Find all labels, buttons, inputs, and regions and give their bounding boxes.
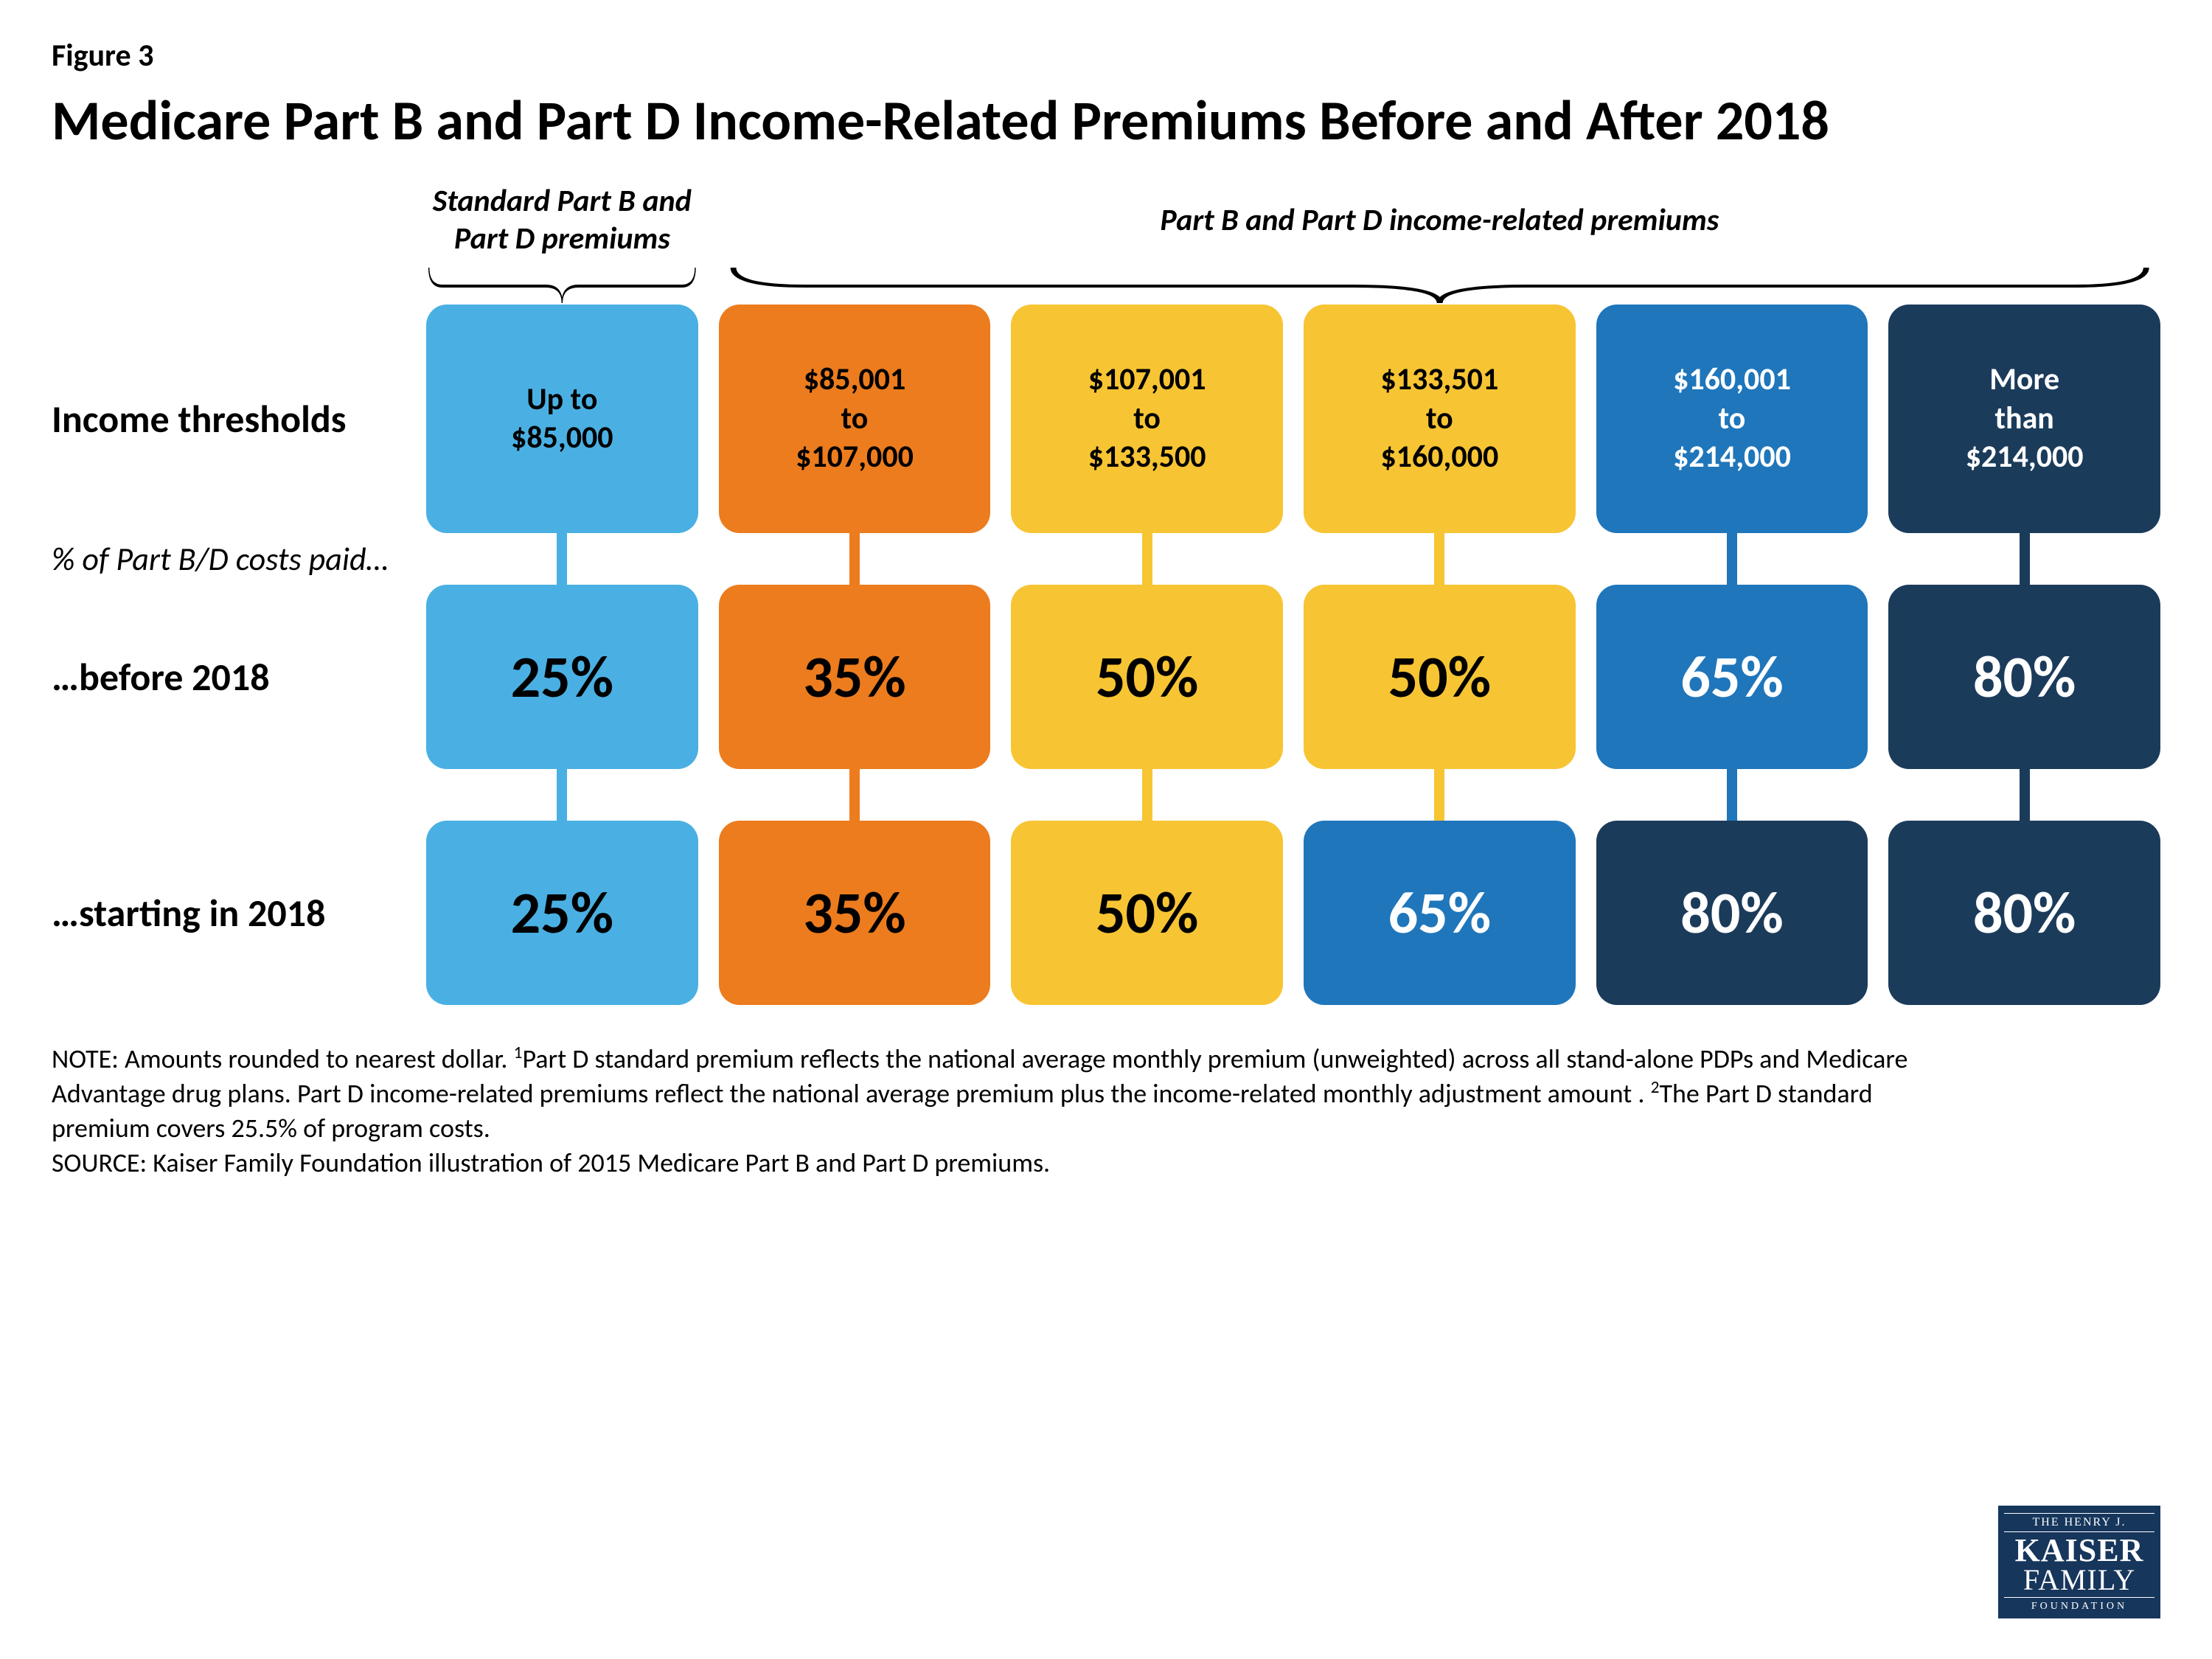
logo-top: THE HENRY J. [2004,1513,2154,1532]
connector-wrap [1888,769,2160,821]
connector [1727,533,1737,585]
before-2018-value: 65% [1596,585,1868,769]
connector-wrap [426,533,698,585]
row-label-starting: …starting in 2018 [52,891,406,934]
connector [2020,769,2030,821]
income-threshold-box: $160,001to$214,000 [1596,305,1868,533]
connector-wrap [1304,769,1576,821]
footnote: NOTE: Amounts rounded to nearest dollar.… [52,1042,1932,1180]
row-label-before: …before 2018 [52,655,406,698]
income-threshold-box: Up to$85,000 [426,305,698,533]
connector [1727,769,1737,821]
connector-wrap [719,769,991,821]
income-threshold-box: $133,501to$160,000 [1304,305,1576,533]
starting-2018-value: 35% [719,821,991,1005]
row-label-thresholds: Income thresholds [52,397,406,440]
starting-2018-value: 80% [1888,821,2160,1005]
before-2018-value: 50% [1011,585,1283,769]
income-threshold-box: $85,001to$107,000 [719,305,991,533]
bracket-income-label: Part B and Part D income-related premium… [719,202,2160,242]
connector [1434,533,1444,585]
starting-2018-value: 50% [1011,821,1283,1005]
connector [557,769,567,821]
bracket-brace [426,260,698,305]
connector-wrap [1011,533,1283,585]
figure-label: Figure 3 [52,37,2160,74]
connector [849,533,860,585]
connector-wrap [426,769,698,821]
before-2018-value: 50% [1304,585,1576,769]
logo-line2: FAMILY [2004,1566,2154,1594]
connector [1434,769,1444,821]
premium-grid: Standard Part B and Part D premiums Part … [52,183,2160,1005]
logo-line1: KAISER [2004,1535,2154,1566]
logo-bottom: FOUNDATION [2004,1597,2154,1613]
bracket-standard-label: Standard Part B and Part D premiums [426,183,698,260]
before-2018-value: 25% [426,585,698,769]
connector [849,769,860,821]
connector-wrap [1596,769,1868,821]
connector-wrap [1304,533,1576,585]
starting-2018-value: 65% [1304,821,1576,1005]
connector [557,533,567,585]
connector-wrap [1596,533,1868,585]
row-label-costs-intro: % of Part B/D costs paid… [52,540,406,578]
starting-2018-value: 25% [426,821,698,1005]
connector-wrap [719,533,991,585]
income-threshold-box: $107,001to$133,500 [1011,305,1283,533]
before-2018-value: 35% [719,585,991,769]
connector [2020,533,2030,585]
before-2018-value: 80% [1888,585,2160,769]
starting-2018-value: 80% [1596,821,1868,1005]
connector [1142,769,1152,821]
main-title: Medicare Part B and Part D Income-Relate… [52,89,2160,153]
connector [1142,533,1152,585]
connector-wrap [1888,533,2160,585]
income-threshold-box: Morethan$214,000 [1888,305,2160,533]
connector-wrap [1011,769,1283,821]
kff-logo: THE HENRY J. KAISER FAMILY FOUNDATION [1998,1506,2160,1618]
bracket-brace [719,260,2160,305]
